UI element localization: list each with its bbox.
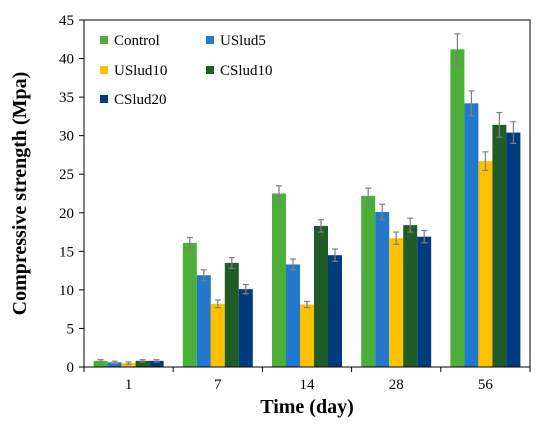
bar-cslud10-day-1 — [135, 360, 150, 367]
legend-swatch-uslud5 — [206, 36, 214, 44]
x-tick-label-56: 56 — [478, 377, 494, 393]
x-tick-label-1: 1 — [125, 377, 133, 393]
bar-uslud5-day-1 — [107, 362, 122, 367]
y-tick-label-5: 5 — [67, 321, 75, 337]
bar-control-day-1 — [93, 360, 108, 367]
plot-frame — [83, 19, 531, 368]
legend-swatch-control — [100, 36, 108, 44]
bar-uslud10-day-56 — [478, 161, 493, 367]
bar-cslud20-day-1 — [149, 360, 164, 367]
y-tick-label-10: 10 — [59, 283, 74, 299]
bar-uslud5-day-28 — [375, 212, 390, 367]
y-tick-label-15: 15 — [59, 244, 74, 260]
y-axis-title: Compressive strength (Mpa) — [9, 72, 31, 316]
legend-label-uslud5: USlud5 — [220, 33, 266, 49]
bar-cslud20-day-14 — [328, 255, 342, 367]
y-tick-label-30: 30 — [59, 129, 74, 145]
bar-uslud10-day-14 — [300, 304, 314, 367]
bar-control-day-56 — [450, 49, 465, 368]
bar-control-day-28 — [361, 195, 376, 367]
y-tick-label-45: 45 — [59, 13, 74, 29]
y-tick-label-25: 25 — [59, 167, 74, 183]
bar-uslud5-day-14 — [286, 264, 300, 367]
bar-uslud5-day-56 — [464, 103, 479, 367]
bars-layer — [93, 49, 521, 368]
bar-cslud10-day-56 — [492, 124, 507, 367]
bar-uslud10-day-7 — [210, 303, 225, 367]
legend-swatch-uslud10 — [100, 66, 108, 74]
x-tick-label-28: 28 — [389, 377, 404, 393]
bar-cslud10-day-7 — [224, 262, 239, 367]
bar-cslud20-day-56 — [506, 132, 521, 367]
x-tick-label-7: 7 — [214, 377, 222, 393]
bar-cslud20-day-28 — [417, 236, 432, 367]
legend-label-cslud10: CSlud10 — [220, 63, 273, 79]
legend: Control USlud5 USlud10 CSlud10 CSlud20 — [100, 33, 273, 108]
bar-cslud10-day-14 — [314, 225, 328, 367]
bar-uslud5-day-7 — [196, 275, 211, 367]
legend-label-control: Control — [114, 33, 160, 49]
bar-uslud10-day-1 — [121, 363, 136, 367]
y-tick-label-40: 40 — [59, 52, 74, 68]
bar-cslud10-day-28 — [403, 225, 418, 367]
error-bars-layer — [97, 33, 517, 365]
x-tick-label-14: 14 — [300, 377, 316, 393]
axes-layer: 0 5 10 15 20 25 30 35 40 45 1 7 14 28 56 — [59, 13, 531, 393]
legend-swatch-cslud10 — [206, 66, 214, 74]
y-tick-label-20: 20 — [59, 206, 74, 222]
bar-cslud20-day-7 — [238, 289, 253, 367]
legend-label-uslud10: USlud10 — [114, 63, 167, 79]
x-axis-title: Time (day) — [260, 396, 354, 418]
legend-label-cslud20: CSlud20 — [114, 92, 167, 108]
bar-uslud10-day-28 — [389, 238, 404, 367]
legend-swatch-cslud20 — [100, 95, 108, 103]
bar-control-day-7 — [182, 242, 197, 367]
y-tick-label-0: 0 — [67, 360, 75, 376]
bar-control-day-14 — [272, 193, 286, 367]
y-tick-label-35: 35 — [59, 90, 74, 106]
